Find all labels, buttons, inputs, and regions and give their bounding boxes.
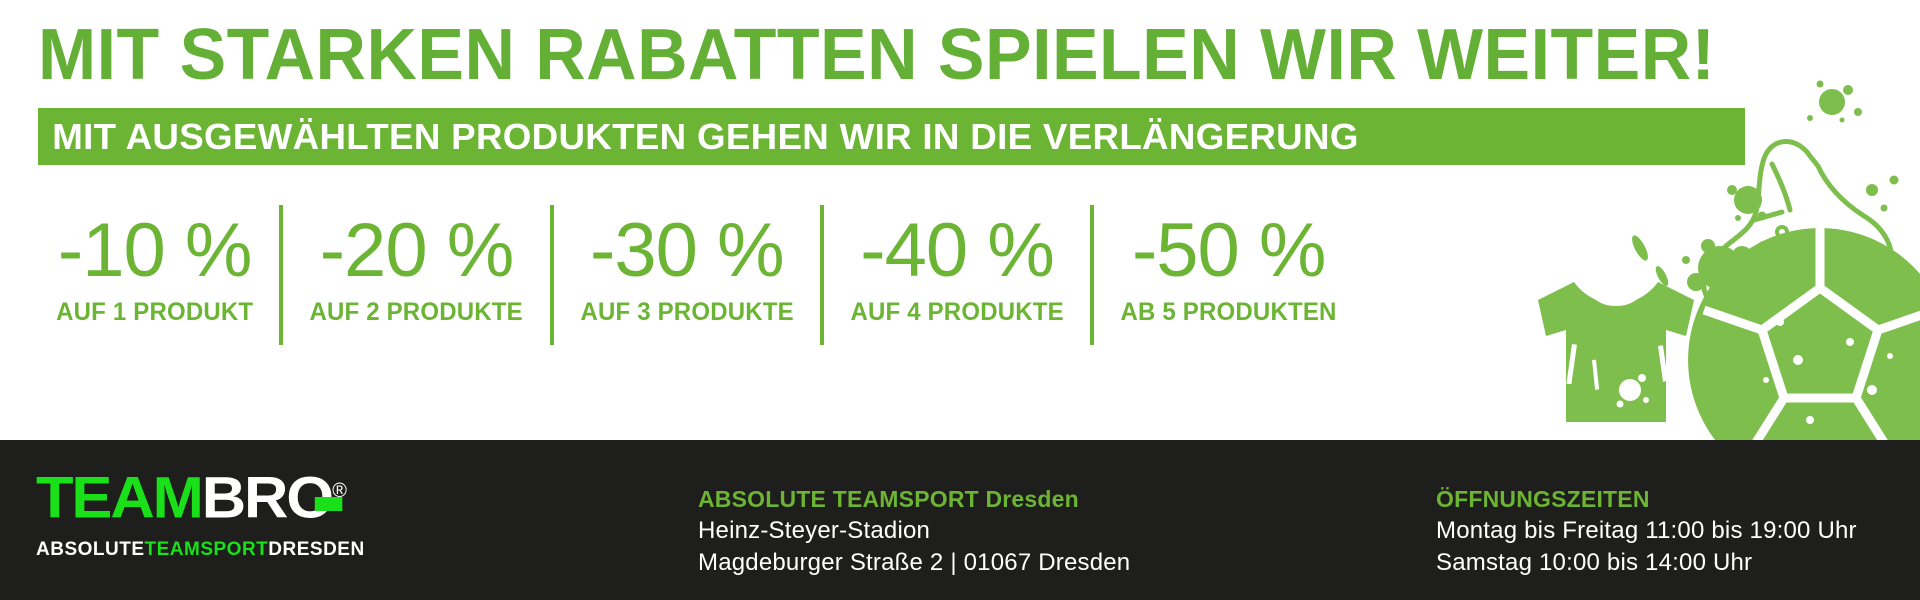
discount-percent: -50 % (1131, 208, 1327, 293)
discount-percent: -30 % (590, 208, 785, 293)
discount-percent: -40 % (860, 208, 1055, 293)
soccer-cleat-icon (1701, 139, 1894, 315)
discount-label: AUF 4 PRODUKTE (850, 298, 1064, 326)
opening-hours-line-1: Montag bis Freitag 11:00 bis 19:00 Uhr (1436, 517, 1857, 544)
subheadline-bar: MIT AUSGEWÄHLTEN PRODUKTEN GEHEN WIR IN … (38, 108, 1745, 165)
tagline-teamsport: TEAMSPORT (144, 539, 269, 561)
discount-label: AB 5 PRODUKTEN (1120, 298, 1337, 326)
discount-tier: -50 % AB 5 PRODUKTEN (1090, 205, 1363, 345)
tagline-absolute: ABSOLUTE (36, 539, 145, 561)
brand-logo[interactable]: TEAMBRO ® ABSOLUTETEAMSPORTDRESDEN (36, 462, 376, 561)
footer: TEAMBRO ® ABSOLUTETEAMSPORTDRESDEN ABSOLU… (0, 440, 1920, 600)
headline: MIT STARKEN RABATTEN SPIELEN WIR WEITER! (38, 15, 1716, 95)
opening-hours-block: ÖFFNUNGSZEITEN Montag bis Freitag 11:00 … (1436, 484, 1896, 579)
discount-tier: -40 % AUF 4 PRODUKTE (819, 205, 1090, 345)
opening-hours-heading: ÖFFNUNGSZEITEN (1436, 486, 1650, 512)
discount-tier: -20 % AUF 2 PRODUKTE (279, 205, 549, 345)
jersey-icon (1538, 282, 1694, 422)
discount-percent: -20 % (319, 208, 515, 293)
address-line-2: Magdeburger Straße 2 | 01067 Dresden (698, 549, 1131, 576)
tagline-dresden: DRESDEN (268, 539, 365, 561)
address-line-1: Heinz-Steyer-Stadion (698, 517, 931, 544)
opening-hours-line-2: Samstag 10:00 bis 14:00 Uhr (1436, 549, 1753, 576)
logo-tagline: ABSOLUTETEAMSPORTDRESDEN (36, 539, 376, 561)
logo-team-text: TEAM (36, 465, 204, 531)
logo-dash-mark (315, 497, 343, 512)
discount-tier: -10 % AUF 1 PRODUKT (30, 205, 279, 345)
logo-wordmark: TEAMBRO ® (36, 462, 348, 527)
shoe-lace-eyelets (1751, 225, 1789, 291)
address-heading: ABSOLUTE TEAMSPORT Dresden (698, 486, 1079, 512)
discount-percent: -10 % (57, 208, 253, 293)
discount-label: AUF 3 PRODUKTE (580, 298, 794, 326)
subheadline-text: MIT AUSGEWÄHLTEN PRODUKTEN GEHEN WIR IN … (52, 115, 1359, 157)
discount-label: AUF 2 PRODUKTE (309, 298, 524, 326)
discount-tier-list: -10 % AUF 1 PRODUKT -20 % AUF 2 PRODUKTE… (30, 205, 1363, 345)
discount-label: AUF 1 PRODUKT (56, 298, 254, 326)
soccer-ball-icon (1688, 228, 1920, 440)
discount-tier: -30 % AUF 3 PRODUKTE (549, 205, 820, 345)
registered-trademark-icon: ® (332, 480, 348, 502)
store-address-block: ABSOLUTE TEAMSPORT Dresden Heinz-Steyer-… (698, 484, 1258, 579)
logo-bro-text: BRO (201, 465, 334, 531)
